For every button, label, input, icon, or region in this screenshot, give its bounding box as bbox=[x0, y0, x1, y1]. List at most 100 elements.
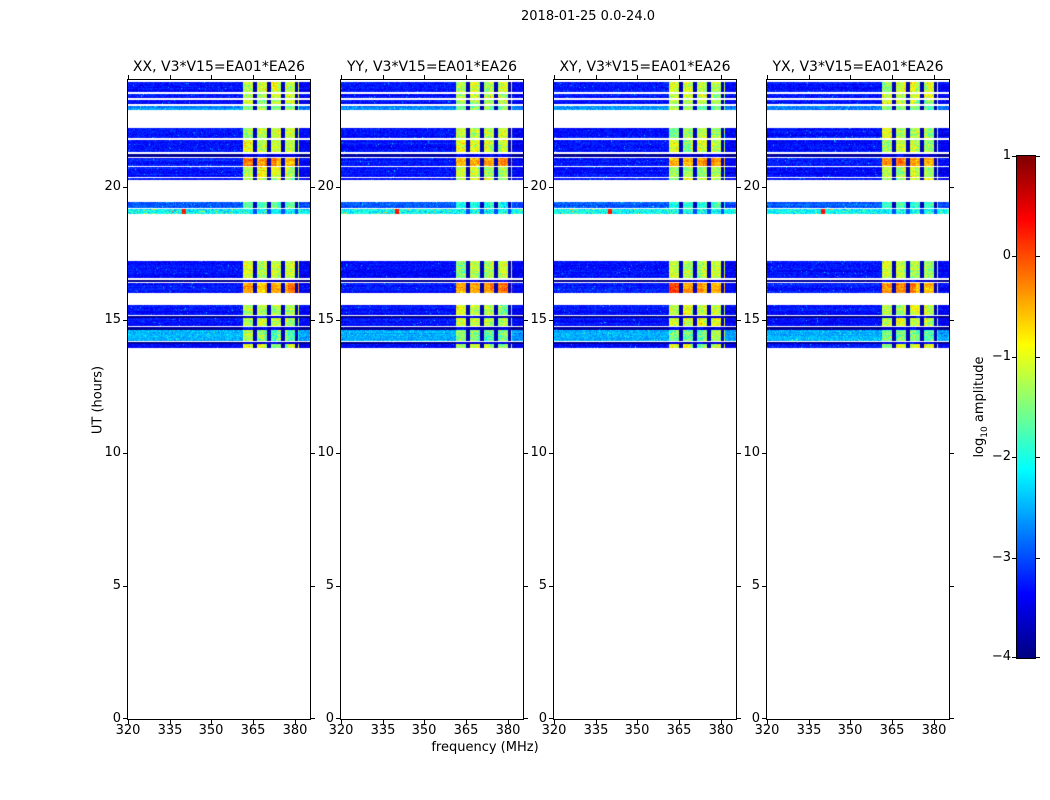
colorbar-tick-mark bbox=[1012, 558, 1016, 559]
y-tick-mark bbox=[123, 453, 127, 454]
colorbar-tick-mark bbox=[1012, 457, 1016, 458]
x-tick-mark bbox=[253, 75, 254, 79]
x-tick-label: 380 bbox=[922, 723, 947, 738]
y-tick-mark bbox=[950, 718, 954, 719]
colorbar-tick-label: −1 bbox=[966, 349, 1011, 364]
y-tick-label: 0 bbox=[86, 711, 121, 726]
y-tick-mark bbox=[549, 453, 553, 454]
colorbar-tick-mark bbox=[1012, 156, 1016, 157]
y-tick-label: 20 bbox=[725, 179, 760, 194]
panel-yy bbox=[340, 79, 524, 720]
panel-title-yx: YX, V3*V15=EA01*EA26 bbox=[772, 59, 943, 75]
colorbar-tick-label: −4 bbox=[966, 649, 1011, 664]
y-tick-label: 5 bbox=[299, 578, 334, 593]
y-tick-mark bbox=[950, 586, 954, 587]
x-tick-mark bbox=[596, 75, 597, 79]
panel-title-yy: YY, V3*V15=EA01*EA26 bbox=[347, 59, 517, 75]
y-tick-label: 0 bbox=[725, 711, 760, 726]
y-tick-label: 5 bbox=[725, 578, 760, 593]
y-axis-label: UT (hours) bbox=[91, 366, 106, 434]
y-tick-mark bbox=[950, 320, 954, 321]
panel-title-xx: XX, V3*V15=EA01*EA26 bbox=[133, 59, 305, 75]
panel-xx bbox=[127, 79, 311, 720]
x-tick-mark bbox=[892, 75, 893, 79]
x-tick-label: 335 bbox=[584, 723, 609, 738]
y-tick-mark bbox=[123, 187, 127, 188]
colorbar-label: log10 amplitude bbox=[972, 356, 990, 457]
heatmap-canvas-yy bbox=[341, 80, 523, 719]
y-tick-mark bbox=[549, 718, 553, 719]
y-tick-label: 0 bbox=[299, 711, 334, 726]
y-tick-mark bbox=[336, 586, 340, 587]
figure: 2018-01-25 0.0-24.0 frequency (MHz) UT (… bbox=[0, 0, 1050, 800]
panel-title-xy: XY, V3*V15=EA01*EA26 bbox=[559, 59, 730, 75]
y-tick-mark bbox=[762, 718, 766, 719]
x-tick-label: 365 bbox=[667, 723, 692, 738]
y-tick-label: 15 bbox=[725, 312, 760, 327]
y-tick-label: 10 bbox=[299, 445, 334, 460]
y-tick-label: 0 bbox=[512, 711, 547, 726]
y-tick-label: 20 bbox=[299, 179, 334, 194]
x-tick-mark bbox=[211, 75, 212, 79]
colorbar-tick-mark bbox=[1012, 657, 1016, 658]
y-tick-mark bbox=[336, 187, 340, 188]
y-tick-label: 5 bbox=[512, 578, 547, 593]
x-tick-mark bbox=[128, 75, 129, 79]
x-tick-label: 365 bbox=[880, 723, 905, 738]
colorbar-tick-label: 0 bbox=[966, 248, 1011, 263]
x-tick-mark bbox=[383, 75, 384, 79]
x-tick-mark bbox=[508, 75, 509, 79]
x-tick-label: 350 bbox=[199, 723, 224, 738]
x-tick-mark bbox=[767, 75, 768, 79]
y-tick-label: 15 bbox=[299, 312, 334, 327]
colorbar-tick-label: −2 bbox=[966, 449, 1011, 464]
y-tick-mark bbox=[336, 453, 340, 454]
y-tick-mark bbox=[336, 320, 340, 321]
x-tick-mark bbox=[341, 75, 342, 79]
colorbar-tick-mark bbox=[1036, 457, 1040, 458]
figure-title: 2018-01-25 0.0-24.0 bbox=[521, 9, 655, 24]
x-tick-mark bbox=[170, 75, 171, 79]
y-tick-mark bbox=[123, 586, 127, 587]
x-tick-mark bbox=[934, 75, 935, 79]
colorbar-tick-mark bbox=[1012, 357, 1016, 358]
y-tick-mark bbox=[950, 187, 954, 188]
y-tick-mark bbox=[762, 586, 766, 587]
colorbar-tick-mark bbox=[1012, 256, 1016, 257]
x-tick-label: 365 bbox=[241, 723, 266, 738]
x-tick-label: 335 bbox=[797, 723, 822, 738]
heatmap-canvas-xy bbox=[554, 80, 736, 719]
y-tick-mark bbox=[762, 453, 766, 454]
y-tick-mark bbox=[549, 320, 553, 321]
y-tick-label: 20 bbox=[86, 179, 121, 194]
y-tick-mark bbox=[762, 320, 766, 321]
x-tick-mark bbox=[466, 75, 467, 79]
x-tick-label: 350 bbox=[412, 723, 437, 738]
heatmap-canvas-xx bbox=[128, 80, 310, 719]
y-tick-label: 5 bbox=[86, 578, 121, 593]
colorbar-tick-mark bbox=[1036, 156, 1040, 157]
y-tick-mark bbox=[950, 453, 954, 454]
heatmap-canvas-yx bbox=[767, 80, 949, 719]
y-tick-mark bbox=[123, 718, 127, 719]
x-tick-mark bbox=[295, 75, 296, 79]
panel-xy bbox=[553, 79, 737, 720]
colorbar bbox=[1016, 155, 1036, 659]
x-axis-label: frequency (MHz) bbox=[431, 740, 538, 755]
x-tick-mark bbox=[679, 75, 680, 79]
y-tick-mark bbox=[549, 586, 553, 587]
x-tick-mark bbox=[554, 75, 555, 79]
x-tick-mark bbox=[424, 75, 425, 79]
y-tick-label: 10 bbox=[86, 445, 121, 460]
y-tick-mark bbox=[123, 320, 127, 321]
y-tick-label: 10 bbox=[725, 445, 760, 460]
colorbar-tick-mark bbox=[1036, 657, 1040, 658]
x-tick-label: 335 bbox=[158, 723, 183, 738]
colorbar-tick-mark bbox=[1036, 256, 1040, 257]
y-tick-label: 15 bbox=[86, 312, 121, 327]
x-tick-mark bbox=[637, 75, 638, 79]
y-tick-label: 20 bbox=[512, 179, 547, 194]
y-tick-label: 10 bbox=[512, 445, 547, 460]
x-tick-mark bbox=[850, 75, 851, 79]
y-tick-mark bbox=[549, 187, 553, 188]
